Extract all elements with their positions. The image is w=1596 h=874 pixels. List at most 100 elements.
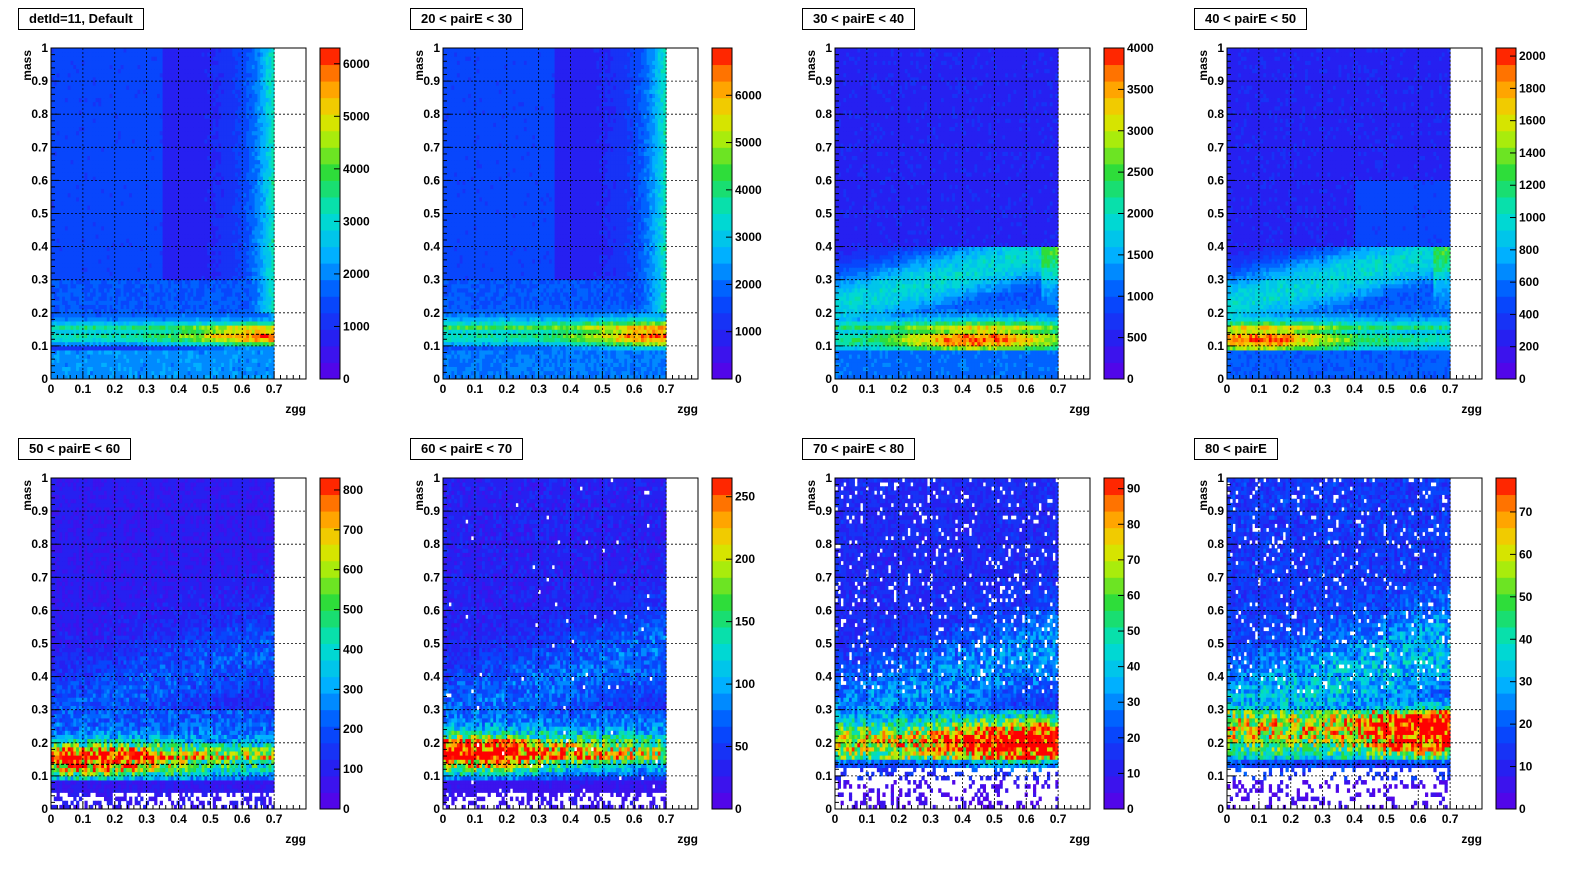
heatmap-bins [51, 48, 275, 380]
y-tick-label: 0.4 [423, 240, 440, 254]
x-tick-label: 0.2 [106, 812, 123, 826]
colorbar-tick-label: 30 [1127, 695, 1141, 709]
colorbar-tick-label: 3000 [735, 230, 762, 244]
y-tick-label: 0.1 [1207, 769, 1224, 783]
heatmap-panel: 50 < pairE < 60 0 0.1 0.2 0.3 0.4 0.5 0.6 0.7 zgg… [0, 430, 392, 860]
colorbar-tick-label: 40 [1127, 660, 1141, 674]
y-tick-label: 0.3 [815, 273, 832, 287]
colorbar-tick-label: 400 [1519, 307, 1539, 321]
panel-title: 80 < pairE [1194, 438, 1278, 460]
color-bar: 0 500 1000 1500 2000 2500 3000 3500 4000 [1103, 41, 1154, 386]
y-tick-label: 0.9 [815, 74, 832, 88]
colorbar-tick-label: 70 [1519, 505, 1533, 519]
x-tick-label: 0.3 [1314, 812, 1331, 826]
y-tick-label: 0 [1217, 802, 1224, 816]
x-tick-label: 0 [48, 812, 55, 826]
y-tick-label: 0.1 [423, 339, 440, 353]
colorbar-tick-label: 100 [735, 677, 755, 691]
x-axis-label: zgg [677, 402, 698, 416]
panel-title: detId=11, Default [18, 8, 144, 30]
y-tick-label: 0.8 [815, 107, 832, 121]
colorbar-tick-label: 500 [1127, 331, 1147, 345]
x-axis-label: zgg [677, 832, 698, 846]
x-axis: 0 0.1 0.2 0.3 0.4 0.5 0.6 0.7 [440, 801, 699, 826]
x-tick-label: 0.3 [1314, 382, 1331, 396]
y-tick-label: 0.3 [31, 273, 48, 287]
y-tick-label: 0.4 [1207, 670, 1224, 684]
colorbar-tick-label: 1800 [1519, 81, 1546, 95]
x-tick-label: 0.7 [1442, 382, 1459, 396]
heatmap-bins [1227, 48, 1451, 380]
y-tick-label: 0.1 [1207, 339, 1224, 353]
colorbar-tick-label: 3000 [343, 214, 370, 228]
x-tick-label: 0.2 [106, 382, 123, 396]
colorbar-tick-label: 20 [1127, 731, 1141, 745]
color-bar: 0 1000 2000 3000 4000 5000 6000 [319, 47, 370, 386]
y-tick-label: 0 [433, 372, 440, 386]
y-tick-label: 0 [41, 802, 48, 816]
y-axis: 0 0.1 0.2 0.3 0.4 0.5 0.6 0.7 0.8 0.9 1 [31, 471, 59, 816]
x-tick-label: 0 [48, 382, 55, 396]
heatmap-bins [835, 478, 1059, 810]
colorbar-tick-label: 1000 [343, 319, 370, 333]
y-axis-label: mass [1196, 480, 1210, 511]
y-tick-label: 0.3 [815, 703, 832, 717]
y-tick-label: 0.2 [31, 306, 48, 320]
grid-lines [1227, 478, 1482, 809]
x-axis: 0 0.1 0.2 0.3 0.4 0.5 0.6 0.7 [48, 801, 307, 826]
colorbar-tick-label: 0 [1127, 802, 1134, 816]
x-axis-label: zgg [285, 402, 306, 416]
x-axis-label: zgg [1461, 832, 1482, 846]
heatmap-svg: 0 0.1 0.2 0.3 0.4 0.5 0.6 0.7zgg00.10.20.30.40.… [412, 471, 755, 846]
x-tick-label: 0.7 [1442, 812, 1459, 826]
x-tick-label: 0.5 [594, 812, 611, 826]
x-tick-label: 0.6 [626, 812, 643, 826]
heatmap-panel: 30 < pairE < 40 0 0.1 0.2 0.3 0.4 0.5 0.6 0.7 zgg… [784, 0, 1176, 430]
x-tick-label: 0.1 [1251, 812, 1268, 826]
heatmap-svg: 0 0.1 0.2 0.3 0.4 0.5 0.6 0.7zgg00.10.20.30.40.… [804, 41, 1154, 416]
grid-lines [835, 478, 1090, 809]
x-tick-label: 0 [832, 812, 839, 826]
colorbar-tick-label: 6000 [735, 88, 762, 102]
y-tick-label: 0.3 [423, 703, 440, 717]
colorbar-tick-label: 2500 [1127, 165, 1154, 179]
y-tick-label: 0.5 [423, 637, 440, 651]
x-axis-label: zgg [1069, 832, 1090, 846]
color-bar: 0 10 20 30 40 50 60 70 [1495, 477, 1533, 816]
grid-lines [443, 478, 698, 809]
y-tick-label: 1 [1217, 41, 1224, 55]
y-tick-label: 0.4 [31, 670, 48, 684]
y-tick-label: 0.5 [31, 637, 48, 651]
y-tick-label: 0.4 [1207, 240, 1224, 254]
y-tick-label: 0.5 [815, 207, 832, 221]
x-tick-label: 0.2 [890, 812, 907, 826]
y-tick-label: 1 [433, 41, 440, 55]
y-tick-label: 0.9 [31, 504, 48, 518]
panel-title: 70 < pairE < 80 [802, 438, 916, 460]
grid-lines [51, 48, 306, 379]
x-axis-label: zgg [285, 832, 306, 846]
y-tick-label: 0.8 [31, 107, 48, 121]
colorbar-tick-label: 0 [1127, 372, 1134, 386]
heatmap-svg: 0 0.1 0.2 0.3 0.4 0.5 0.6 0.7zgg00.10.20.30.40.… [804, 471, 1141, 846]
x-tick-label: 0.7 [1050, 812, 1067, 826]
x-tick-label: 0.3 [530, 812, 547, 826]
y-tick-label: 0.4 [423, 670, 440, 684]
y-axis-label: mass [412, 480, 426, 511]
colorbar-tick-label: 50 [1127, 624, 1141, 638]
y-axis: 0 0.1 0.2 0.3 0.4 0.5 0.6 0.7 0.8 0.9 1 [815, 41, 843, 386]
y-tick-label: 0.6 [423, 173, 440, 187]
y-tick-label: 1 [1217, 471, 1224, 485]
y-tick-label: 0.9 [423, 504, 440, 518]
x-tick-label: 0.1 [75, 382, 92, 396]
heatmap-panel: detId=11, Default 0 0.1 0.2 0.3 0.4 0.5 0.6 0.7 z… [0, 0, 392, 430]
color-bar: 0 200 400 600 800 1000 1200 1400 1600 1800 2000 [1495, 47, 1546, 386]
y-tick-label: 0.2 [815, 306, 832, 320]
y-tick-label: 0.7 [815, 140, 832, 154]
x-tick-label: 0.1 [75, 812, 92, 826]
y-tick-label: 0.4 [31, 240, 48, 254]
x-tick-label: 0.2 [498, 812, 515, 826]
heatmap-panel: 80 < pairE 0 0.1 0.2 0.3 0.4 0.5 0.6 0.7 zgg 0 0.1 0… [1176, 430, 1568, 860]
heatmap-svg: 0 0.1 0.2 0.3 0.4 0.5 0.6 0.7zgg00.10.20.30.40.… [20, 471, 363, 846]
colorbar-tick-label: 250 [735, 490, 755, 504]
